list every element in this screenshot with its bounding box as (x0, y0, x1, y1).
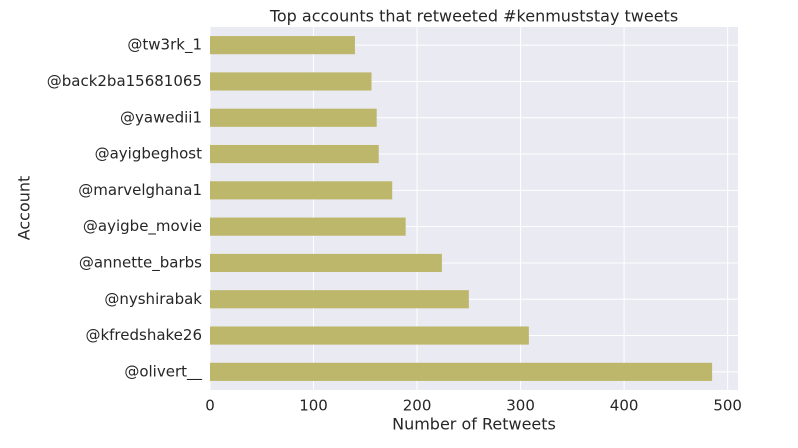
y-tick-label: @nyshirabak (104, 290, 202, 308)
x-tick-label: 300 (506, 397, 535, 415)
bar (210, 108, 377, 127)
y-tick-label: @olivert__ (124, 362, 202, 381)
bar (210, 144, 379, 164)
y-tick-label: @tw3rk_1 (127, 36, 202, 55)
y-tick-label: @ayigbe_movie (83, 217, 202, 236)
bar (210, 217, 406, 236)
bar (210, 72, 372, 91)
bar (210, 326, 529, 345)
x-tick-label: 400 (610, 397, 639, 415)
bar (210, 362, 713, 381)
x-axis-label: Number of Retweets (392, 415, 556, 434)
chart-title: Top accounts that retweeted #kenmuststay… (269, 7, 678, 26)
bar (210, 290, 469, 309)
y-tick-label: @yawedii1 (120, 108, 202, 126)
x-tick-label: 200 (403, 397, 432, 415)
y-axis-label: Account (15, 176, 34, 241)
y-tick-label: @back2ba15681065 (47, 72, 202, 90)
y-tick-label: @annette_barbs (79, 253, 202, 272)
y-tick-label: @ayigbeghost (95, 145, 203, 163)
y-tick-label: @kfredshake26 (85, 326, 202, 344)
x-tick-label: 500 (713, 397, 742, 415)
y-tick-label: @marvelghana1 (78, 181, 202, 199)
bar (210, 253, 442, 273)
x-tick-label: 0 (205, 397, 215, 415)
bar (210, 181, 393, 200)
bar (210, 36, 355, 55)
x-tick-label: 100 (299, 397, 328, 415)
